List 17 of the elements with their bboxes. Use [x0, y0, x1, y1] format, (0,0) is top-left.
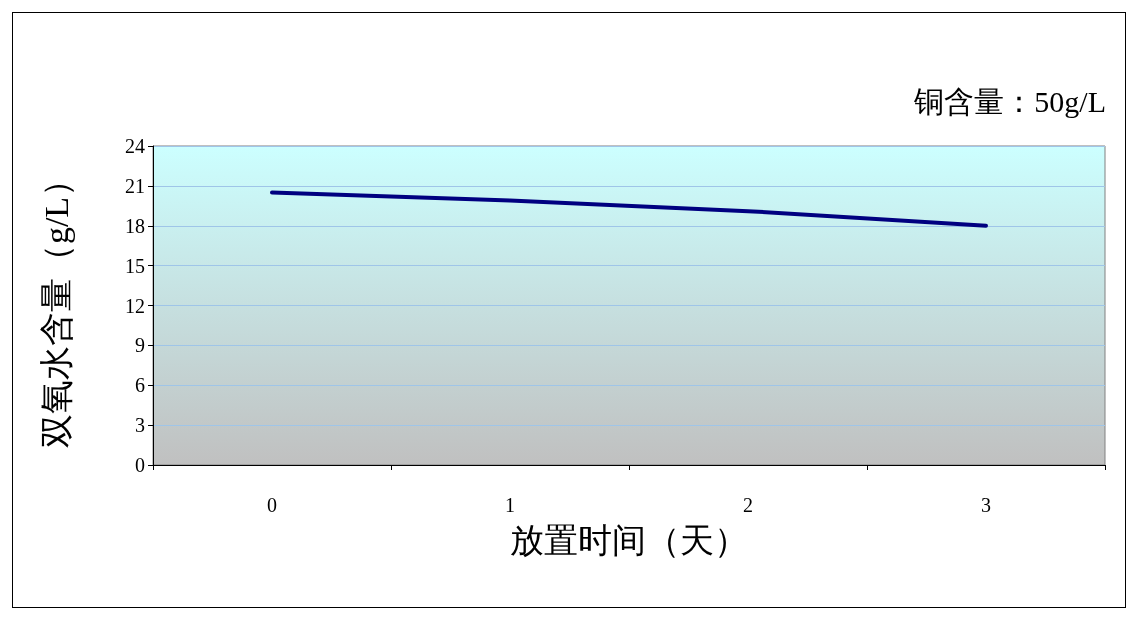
x-tick-label: 1	[505, 494, 515, 516]
line-series	[270, 190, 988, 228]
y-tick-label: 6	[135, 374, 145, 397]
y-tick-label: 18	[125, 214, 145, 237]
y-tick-label: 9	[135, 334, 145, 357]
y-tick-label: 21	[125, 174, 145, 197]
x-tick-label: 3	[981, 494, 991, 516]
y-tick-label: 24	[125, 135, 145, 157]
y-axis-title: 双氧水含量（g/L）	[37, 162, 75, 449]
y-tick-label: 0	[135, 454, 145, 476]
x-tick-label: 2	[743, 494, 753, 516]
y-tick-label: 12	[125, 294, 145, 317]
x-axis-title: 放置时间（天）	[510, 521, 748, 559]
y-tick-label: 15	[125, 254, 145, 277]
text: 铜含量：50g/L	[913, 84, 1107, 118]
y-tick-label: 3	[135, 414, 145, 437]
x-tick-label: 0	[267, 494, 277, 516]
